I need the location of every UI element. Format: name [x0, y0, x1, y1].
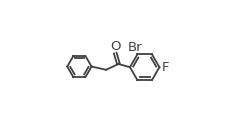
Text: F: F	[162, 61, 169, 74]
Text: O: O	[110, 40, 121, 54]
Text: Br: Br	[128, 41, 143, 54]
